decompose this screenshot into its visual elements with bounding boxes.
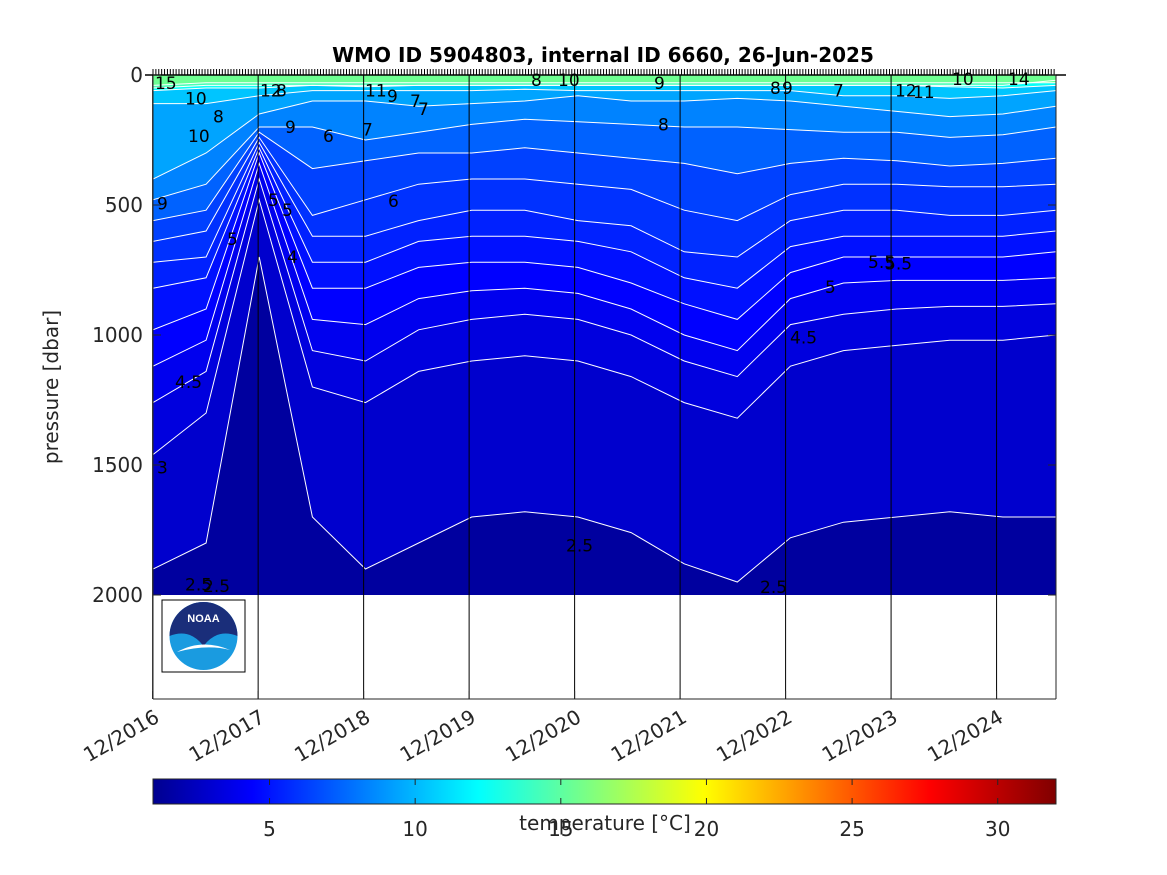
contour-line-12	[153, 84, 1056, 92]
contour-label: 10	[188, 127, 210, 147]
contour-label: 9	[285, 118, 296, 138]
chart-title: WMO ID 5904803, internal ID 6660, 26-Jun…	[332, 43, 874, 67]
contour-label: 9	[782, 79, 793, 99]
contour-line-15	[153, 82, 1056, 86]
contour-label: 7	[410, 92, 421, 112]
contour-line-5	[153, 146, 1056, 289]
x-tick-label: 12/2020	[501, 705, 585, 767]
contour-line-3	[153, 197, 1056, 455]
x-tick-label: 12/2023	[818, 705, 902, 767]
colorbar-tick-label: 30	[985, 817, 1010, 841]
contour-label: 6	[388, 192, 399, 212]
y-axis-ticks: 0 500 1000 1500 2000	[92, 63, 1056, 607]
colorbar-tick-label: 15	[548, 817, 573, 841]
y-tick-label: 1000	[92, 323, 143, 347]
contour-label: 15	[155, 74, 177, 94]
noaa-logo: NOAA	[161, 599, 246, 673]
contour-label: 9	[387, 87, 398, 107]
contour-label: 3	[157, 459, 168, 479]
x-tick-label: 12/2017	[185, 705, 269, 767]
contour-line-4.5	[153, 151, 1056, 331]
contour-label: 5.5	[868, 253, 895, 273]
contour-line-7	[153, 131, 1056, 222]
contour-label: 11	[913, 83, 935, 103]
contour-label: 12	[260, 82, 282, 102]
contour-label: 2.5	[203, 577, 230, 597]
profile-time-ticks	[152, 69, 1055, 75]
contour-line-6	[153, 136, 1056, 242]
contour-label: 2.5	[185, 576, 212, 596]
contour-line-3.5	[153, 177, 1056, 404]
x-tick-label: 12/2022	[712, 705, 796, 767]
x-tick-label: 12/2016	[79, 705, 163, 767]
contour-label: 12	[895, 82, 917, 102]
contour-line-5.5	[153, 141, 1056, 263]
contour-line-4	[153, 161, 1056, 367]
colorbar-title: temperature [°C]	[519, 811, 691, 835]
contour-line-9	[153, 95, 1056, 180]
contour-label: 5	[825, 278, 836, 298]
colorbar-tick-label: 5	[263, 817, 276, 841]
year-marker-lines	[152, 75, 998, 699]
contour-line-8	[153, 118, 1056, 201]
contour-line-10	[153, 88, 1056, 105]
contour-label: 8	[531, 71, 542, 91]
contour-label: 7	[362, 121, 373, 141]
svg-text:NOAA: NOAA	[187, 613, 219, 625]
colorbar	[152, 778, 1057, 805]
x-tick-label: 12/2019	[396, 705, 480, 767]
contour-label: 7	[833, 82, 844, 102]
y-axis-title: pressure [dbar]	[39, 310, 63, 464]
contour-label: 8	[770, 79, 781, 99]
colorbar-ticks: 5 10 15 20 25 30	[263, 779, 1010, 841]
contour-label: 4.5	[175, 373, 202, 393]
contour-label: 7	[418, 100, 429, 120]
x-tick-label: 12/2021	[607, 705, 691, 767]
y-tick-label: 1500	[92, 453, 143, 477]
y-tick-label: 0	[130, 63, 143, 87]
band-9	[153, 75, 1056, 179]
contour-label: 8	[276, 82, 287, 102]
contour-label: 8	[213, 108, 224, 128]
contour-label: 8	[658, 115, 669, 135]
temperature-bands	[153, 75, 1056, 595]
contour-label: 9	[654, 74, 665, 94]
colorbar-tick-label: 20	[694, 817, 719, 841]
y-tick-label: 500	[105, 193, 143, 217]
contour-label: 4	[287, 248, 298, 268]
colorbar-tick-label: 10	[402, 817, 427, 841]
temperature-contours	[153, 79, 1056, 583]
contour-label: 5	[268, 191, 279, 211]
colorbar-tick-label: 25	[839, 817, 864, 841]
x-tick-label: 12/2018	[290, 705, 374, 767]
contour-label: 5	[282, 201, 293, 221]
contour-line-2.5	[153, 256, 1056, 583]
contour-label: 10	[185, 89, 207, 109]
band-surface	[153, 75, 1056, 81]
contour-label: 11	[365, 82, 387, 102]
x-axis-ticks: 12/2016 12/2017 12/2018 12/2019 12/2020 12/20…	[79, 691, 1007, 767]
y-tick-label: 2000	[92, 583, 143, 607]
contour-label: 2.5	[566, 537, 593, 557]
contour-label: 9	[157, 195, 168, 215]
x-tick-label: 12/2024	[923, 705, 1007, 767]
contour-label: 2.5	[760, 578, 787, 598]
contour-label: 5.5	[885, 255, 912, 275]
contour-label: 5	[227, 230, 238, 250]
contour-label: 6	[323, 127, 334, 147]
contour-label: 10	[558, 71, 580, 91]
band-8	[153, 75, 1056, 200]
contour-label: 4.5	[790, 329, 817, 349]
